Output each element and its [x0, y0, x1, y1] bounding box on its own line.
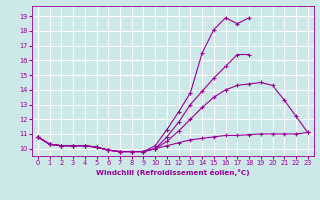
X-axis label: Windchill (Refroidissement éolien,°C): Windchill (Refroidissement éolien,°C): [96, 169, 250, 176]
